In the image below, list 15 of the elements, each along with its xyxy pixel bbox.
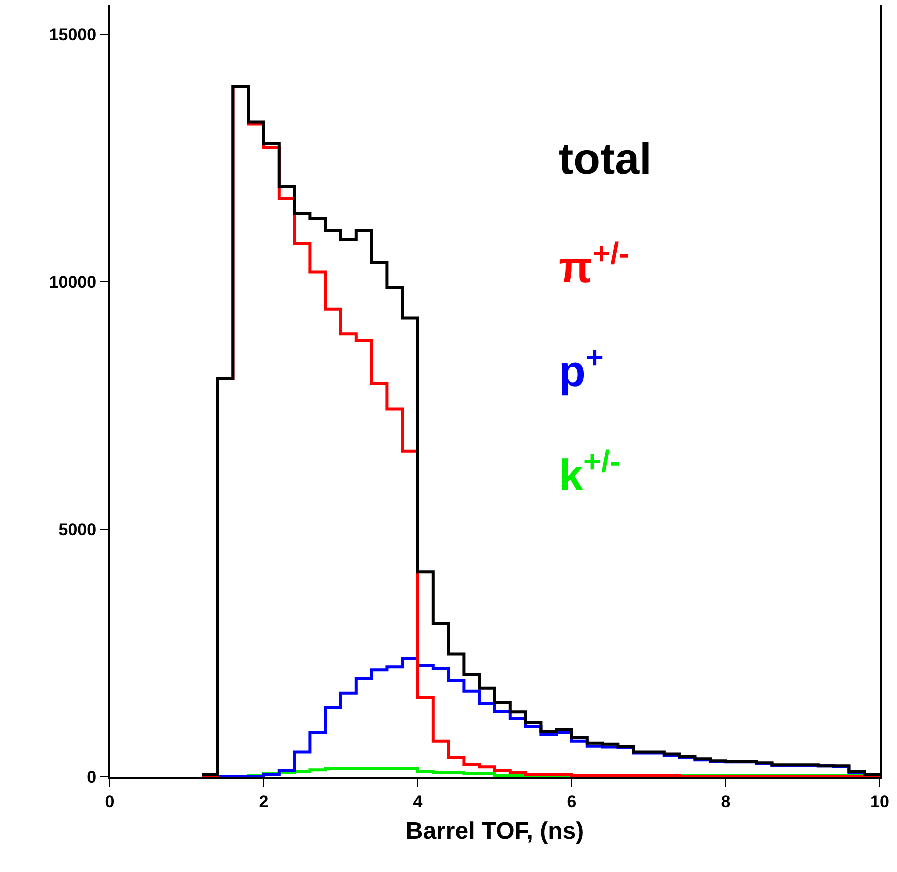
x-tick-label: 10 [870,792,890,812]
text: total [559,135,652,184]
text: k$^{+/-}$ [559,444,620,500]
x-tick-label: 0 [105,792,115,812]
y-tick-label: 10000 [49,273,97,292]
x-tick-label: 4 [413,792,424,812]
x-tick-label: 6 [567,792,577,812]
x-axis-title: Barrel TOF, (ns) [406,818,584,846]
y-tick-label: 15000 [49,26,97,45]
text: π$^{+/-}$ [559,236,630,292]
text: p$^{+}$ [559,340,604,396]
x-tick-label: 8 [721,792,731,812]
x-tick-label: 2 [259,792,269,812]
y-tick-label: 5000 [58,520,97,540]
y-tick-label: 0 [87,768,97,787]
